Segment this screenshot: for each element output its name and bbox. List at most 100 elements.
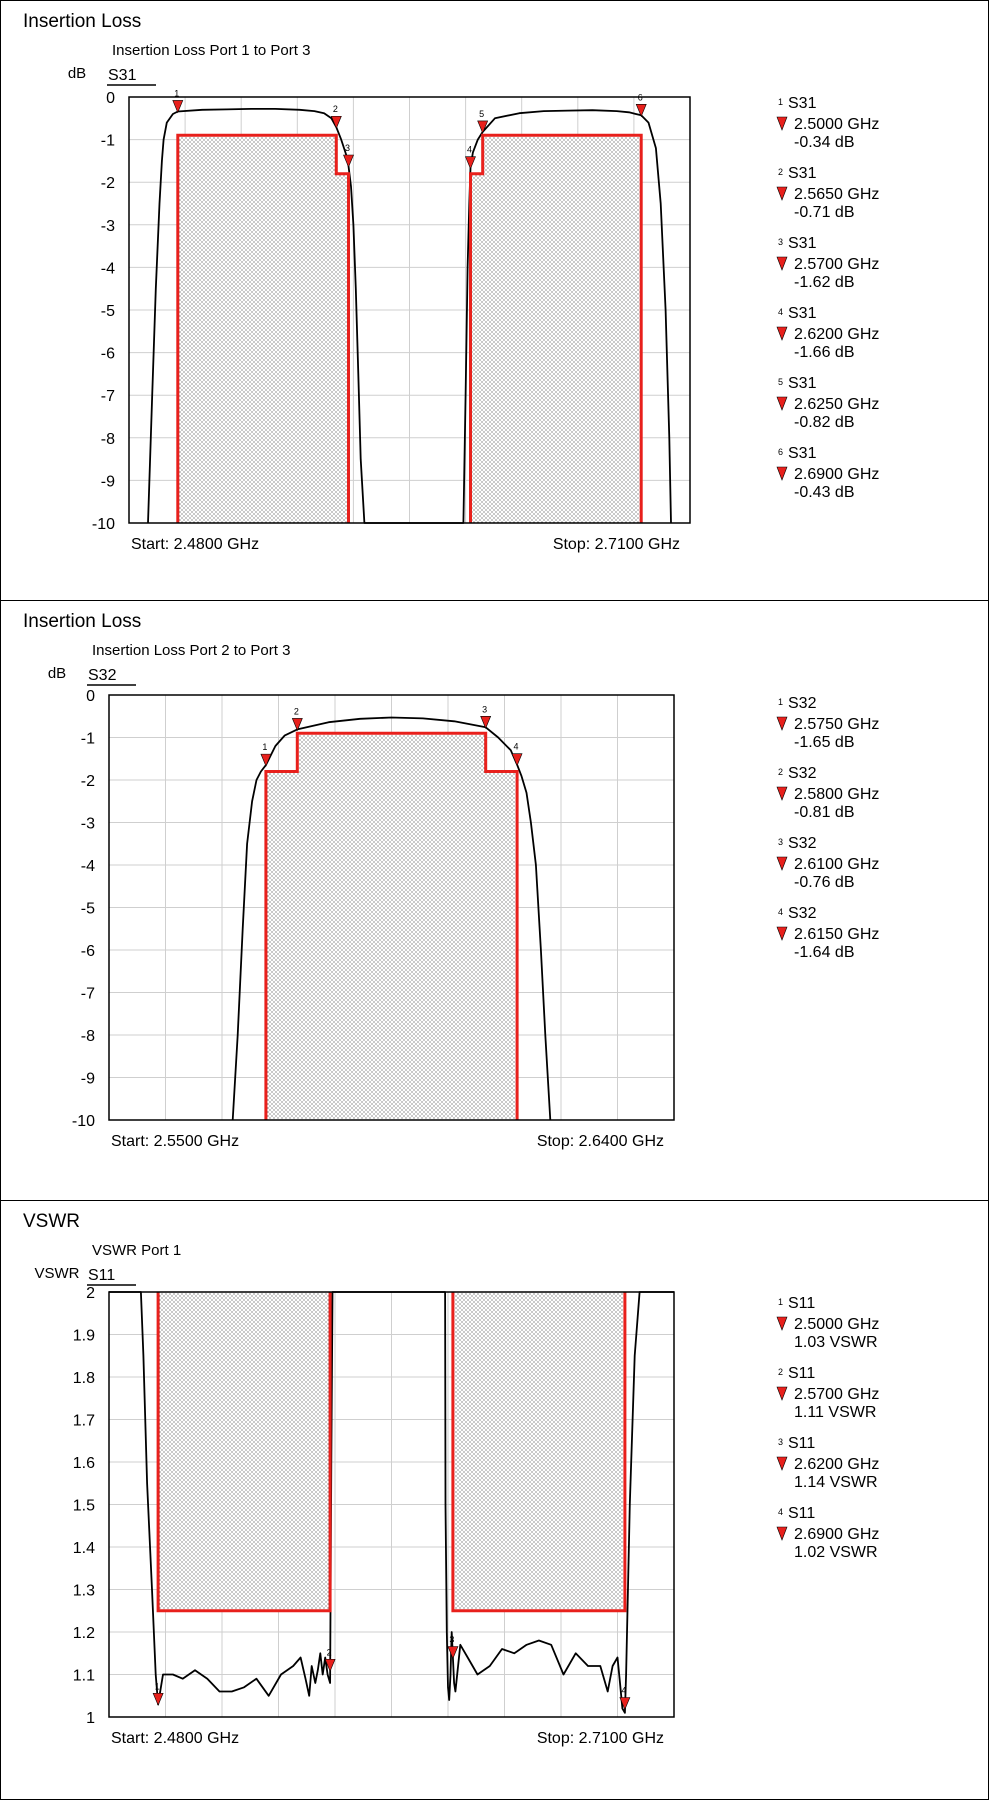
mask-shading — [158, 1292, 331, 1611]
readout-marker-icon — [776, 396, 788, 411]
y-axis-label: VSWR — [35, 1265, 80, 1282]
readout-frequency: 2.6200 GHz — [794, 1456, 879, 1473]
readout-frequency: 2.6250 GHz — [794, 396, 879, 413]
marker-4-icon — [511, 753, 523, 767]
mask-limit-line — [469, 133, 643, 523]
panel-title: VSWR — [23, 1211, 80, 1232]
readout-marker-number: 2 — [778, 767, 783, 777]
readout-frequency: 2.5700 GHz — [794, 1386, 879, 1403]
y-tick-label: 1.5 — [73, 1498, 95, 1515]
readout-trace-name: S32 — [788, 765, 817, 782]
marker-3-icon — [447, 1646, 459, 1660]
y-tick-label: 2 — [86, 1285, 95, 1302]
mask-limit-line — [176, 133, 350, 523]
marker-2-number: 2 — [333, 104, 338, 114]
start-frequency-label: Start: 2.4800 GHz — [111, 1730, 239, 1747]
readout-marker-icon — [776, 116, 788, 131]
readout-marker-number: 5 — [778, 377, 783, 387]
readout-trace-name: S11 — [788, 1365, 815, 1382]
readout-trace-name: S32 — [788, 835, 817, 852]
readout-marker-icon — [776, 1456, 788, 1471]
readout-marker-icon — [776, 786, 788, 801]
readout-frequency: 2.5650 GHz — [794, 186, 879, 203]
marker-2-icon — [324, 1658, 336, 1673]
readout-marker-number: 4 — [778, 907, 783, 917]
y-tick-label: -6 — [81, 943, 95, 960]
readout-trace-name: S31 — [788, 235, 817, 252]
chart-title: Insertion Loss Port 2 to Port 3 — [92, 642, 290, 659]
y-tick-label: -8 — [81, 1028, 95, 1045]
marker-2-icon — [330, 115, 342, 130]
y-tick-label: -9 — [101, 473, 115, 490]
y-tick-label: -1 — [101, 133, 115, 150]
readout-value: 1.11 VSWR — [794, 1404, 876, 1421]
marker-4-number: 4 — [621, 1686, 626, 1696]
readout-marker-number: 1 — [778, 1297, 783, 1307]
trace-label: S31 — [108, 67, 137, 84]
readout-value: 1.02 VSWR — [794, 1544, 878, 1561]
marker-1-number: 1 — [262, 742, 267, 752]
mask-shading — [452, 1292, 625, 1611]
readout-value: -0.82 dB — [794, 414, 854, 431]
readout-value: -1.64 dB — [794, 944, 854, 961]
readout-value: -1.62 dB — [794, 274, 854, 291]
readout-marker-number: 3 — [778, 837, 783, 847]
y-tick-label: -4 — [81, 858, 95, 875]
y-tick-label: 1 — [86, 1710, 95, 1727]
y-tick-label: -10 — [72, 1113, 95, 1130]
mask-shading — [470, 135, 642, 524]
readout-marker-number: 1 — [778, 97, 783, 107]
y-axis-label: dB — [48, 665, 66, 682]
readout-marker-icon — [776, 926, 788, 941]
readout-marker-number: 3 — [778, 237, 783, 247]
readout-marker-number: 2 — [778, 1367, 783, 1377]
marker-3-icon — [343, 154, 354, 168]
mask-shading — [265, 733, 518, 1120]
panel-title: Insertion Loss — [23, 611, 141, 632]
readout-trace-name: S32 — [788, 695, 817, 712]
readout-value: 1.14 VSWR — [794, 1474, 878, 1491]
stop-frequency-label: Stop: 2.7100 GHz — [553, 536, 680, 553]
trace-line-s11 — [109, 1291, 674, 1714]
y-tick-label: -10 — [92, 516, 115, 533]
y-tick-label: 1.3 — [73, 1583, 95, 1600]
readout-frequency: 2.5700 GHz — [794, 256, 879, 273]
y-tick-label: -4 — [101, 260, 115, 277]
marker-5-icon — [477, 120, 489, 134]
start-frequency-label: Start: 2.5500 GHz — [111, 1133, 239, 1150]
y-tick-label: -7 — [81, 986, 95, 1003]
marker-3-number: 3 — [482, 704, 487, 714]
y-tick-label: -5 — [101, 303, 115, 320]
marker-3-number: 3 — [345, 143, 350, 153]
readout-marker-number: 4 — [778, 307, 783, 317]
marker-5-number: 5 — [479, 109, 484, 119]
y-tick-label: 1.2 — [73, 1625, 95, 1642]
y-tick-label: -2 — [81, 773, 95, 790]
insertion-loss-s31-chart: Insertion Loss Insertion Loss Port 1 to P… — [23, 11, 879, 553]
marker-2-icon — [291, 718, 303, 732]
marker-6-icon — [635, 104, 647, 118]
readout-trace-name: S32 — [788, 905, 817, 922]
y-tick-label: 1.6 — [73, 1455, 95, 1472]
readout-marker-icon — [776, 856, 788, 871]
chart-title: VSWR Port 1 — [92, 1242, 181, 1259]
marker-1-icon — [260, 753, 272, 767]
insertion-loss-s32-panel: Insertion Loss Insertion Loss Port 2 to P… — [0, 600, 989, 1200]
readout-marker-icon — [776, 1526, 788, 1541]
trace-label: S11 — [88, 1267, 115, 1284]
readout-marker-number: 6 — [778, 447, 783, 457]
readout-marker-number: 3 — [778, 1437, 783, 1447]
marker-4-icon — [465, 156, 476, 170]
readout-frequency: 2.6200 GHz — [794, 326, 879, 343]
plot-frame — [128, 96, 691, 524]
y-tick-label: -2 — [101, 175, 115, 192]
vswr-s11-panel: VSWR VSWR Port 1 VSWR S11 2 1.9 1.8 1.7 1.6 1.5 1.… — [0, 1200, 989, 1800]
marker-4-number: 4 — [514, 742, 519, 752]
y-tick-label: 1.9 — [73, 1328, 95, 1345]
readout-frequency: 2.6150 GHz — [794, 926, 879, 943]
y-tick-label: -1 — [81, 731, 95, 748]
marker-4-number: 4 — [467, 145, 472, 155]
marker-2-number: 2 — [327, 1647, 332, 1657]
y-tick-label: 1.4 — [73, 1540, 95, 1557]
readout-trace-name: S31 — [788, 165, 817, 182]
